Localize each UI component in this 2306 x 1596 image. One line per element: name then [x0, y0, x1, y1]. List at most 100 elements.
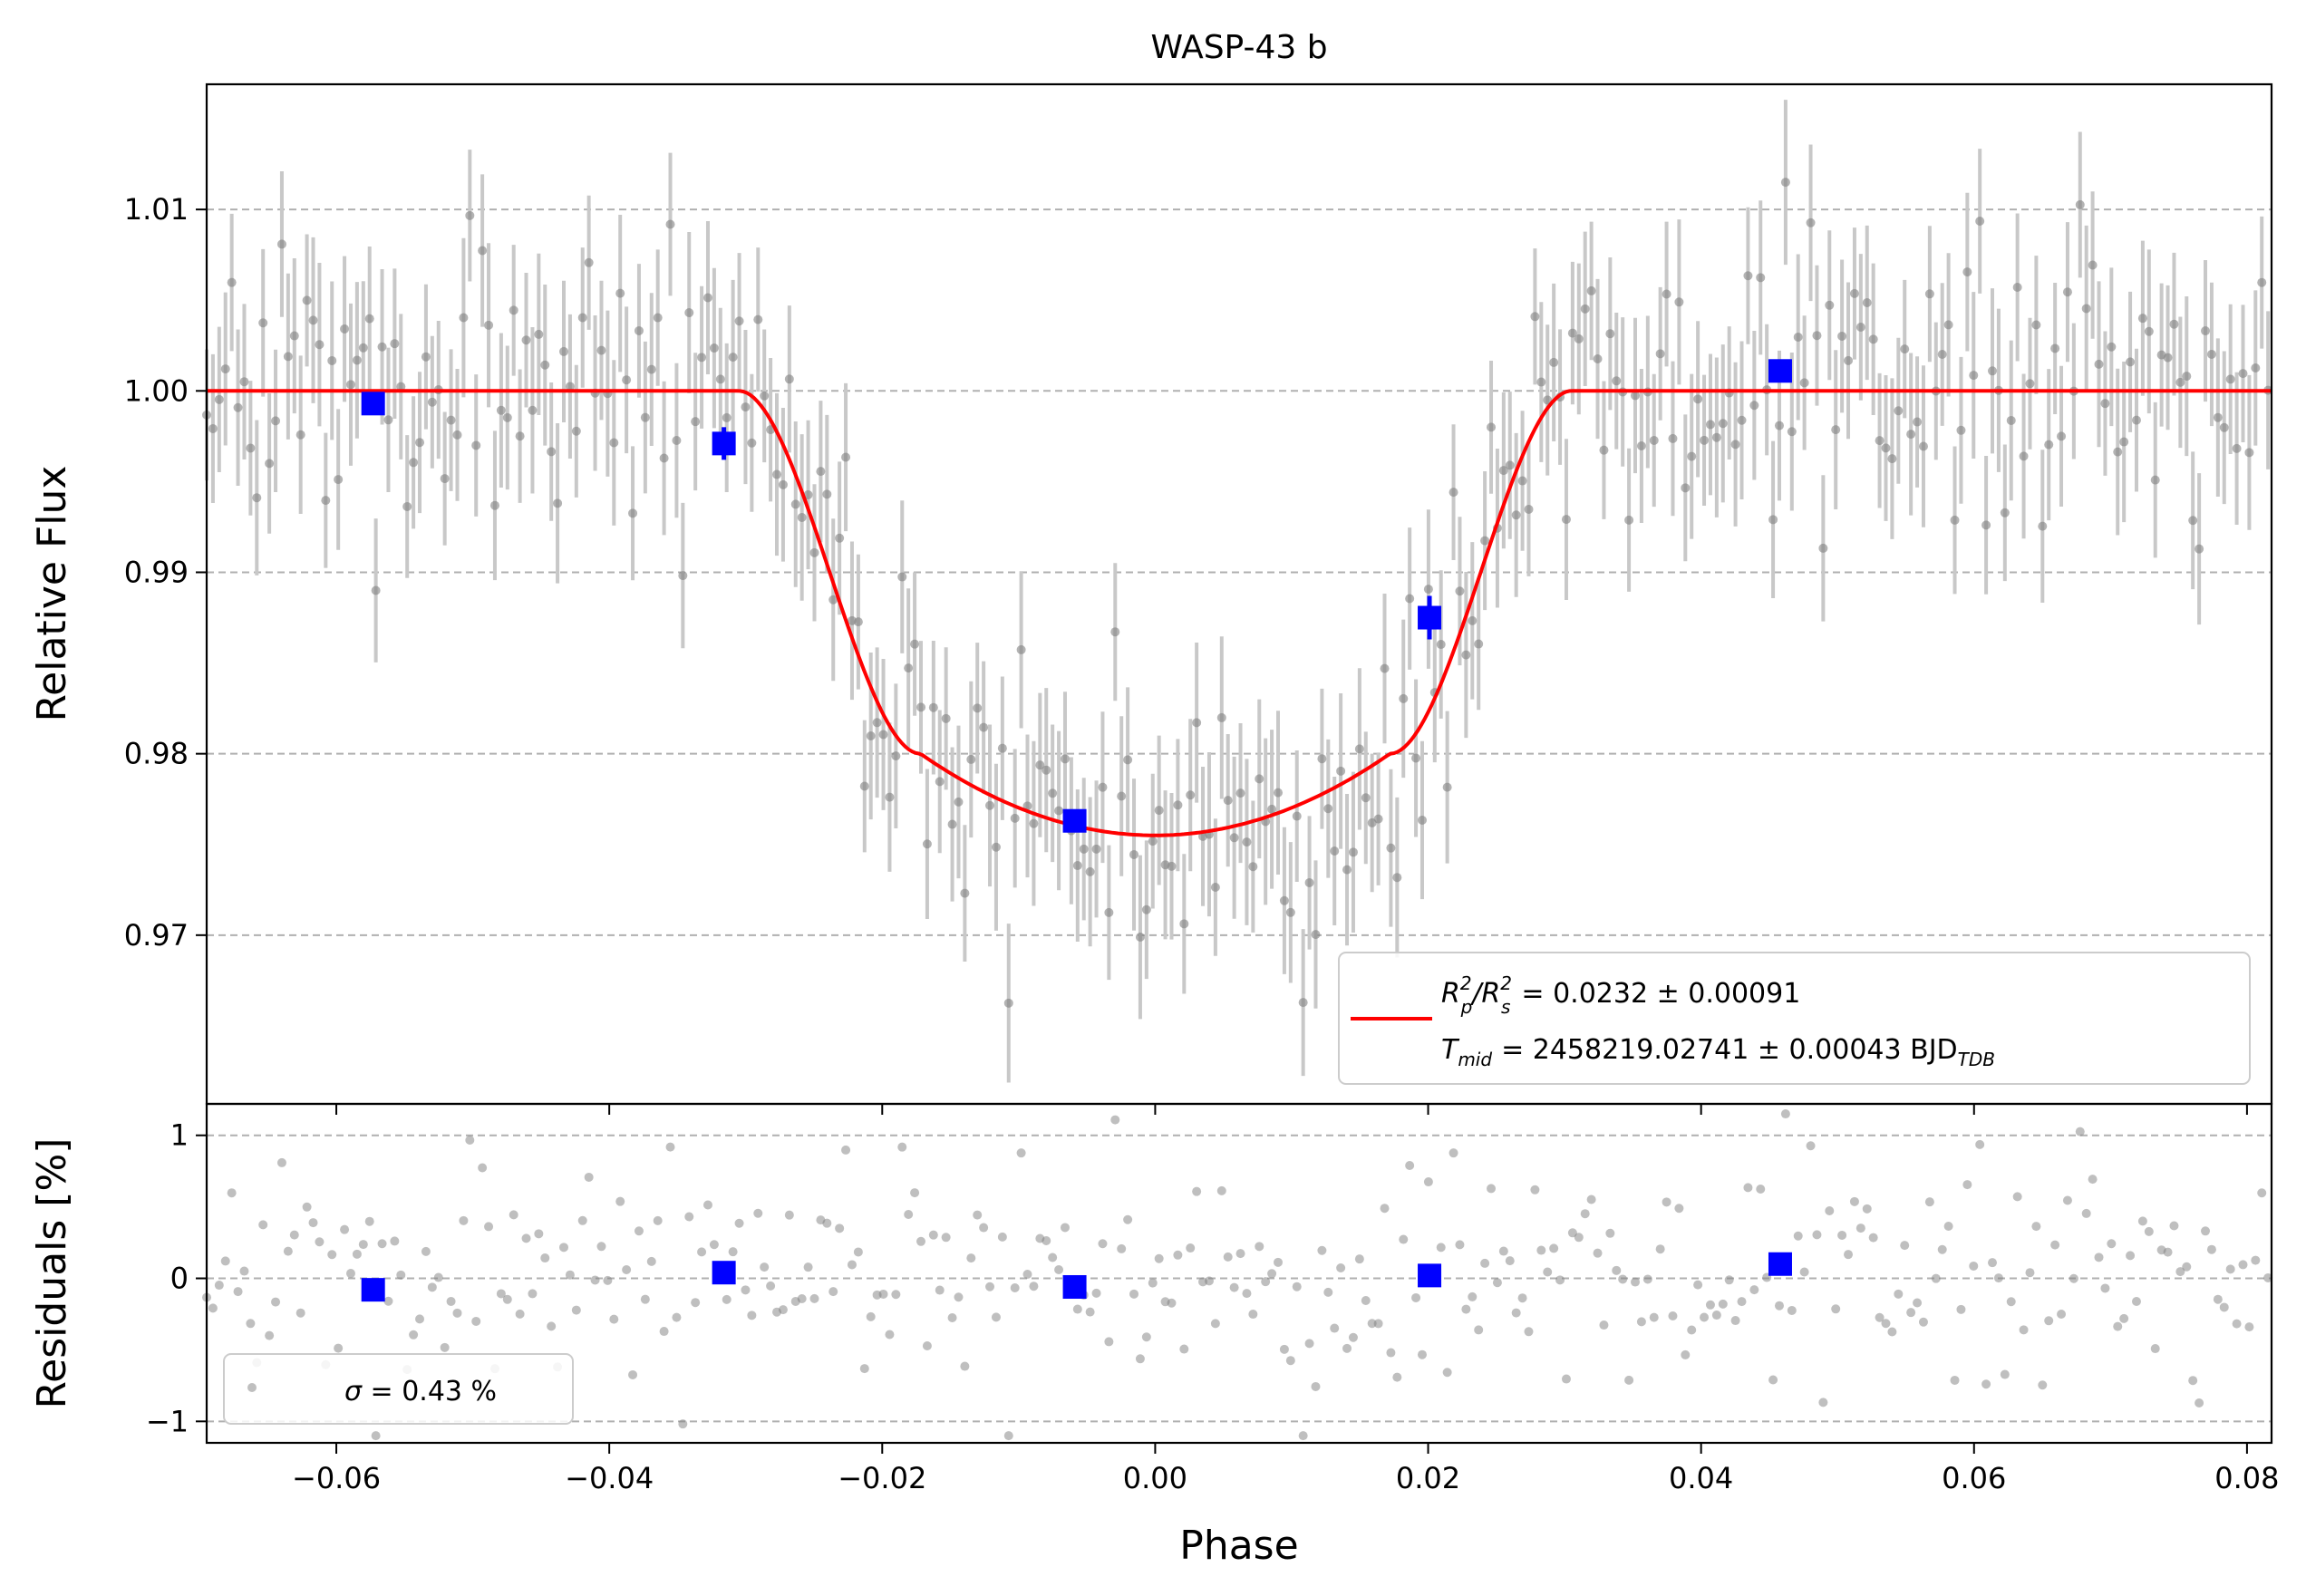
flux-point [1981, 520, 1991, 530]
residual-point [2201, 1226, 2211, 1236]
residual-point [327, 1250, 337, 1260]
flux-point [935, 777, 945, 787]
residual-point [1812, 1230, 1822, 1240]
residual-point [440, 1342, 450, 1352]
flux-point [2182, 372, 2192, 382]
residual-point [2113, 1321, 2123, 1331]
flux-point [1229, 833, 1239, 843]
residual-point [722, 1294, 732, 1304]
residual-binned-point [361, 1278, 385, 1302]
flux-point [345, 380, 355, 390]
flux-point [760, 391, 770, 401]
flux-point [271, 416, 281, 426]
flux-point [584, 257, 594, 267]
flux-point [828, 595, 838, 605]
flux-point [265, 459, 275, 469]
flux-point [691, 417, 701, 427]
residual-point [2195, 1398, 2204, 1407]
residual-point [1110, 1115, 1120, 1125]
residuals-y-tick-label: −1 [146, 1404, 189, 1438]
residual-point [2019, 1325, 2029, 1335]
residual-point [1868, 1233, 1878, 1243]
residual-point [1010, 1283, 1020, 1293]
residual-point [289, 1230, 299, 1240]
flux-point [1117, 791, 1127, 801]
residual-point [371, 1431, 381, 1441]
residual-point [1285, 1356, 1295, 1366]
residual-point [866, 1311, 876, 1321]
residual-point [615, 1196, 625, 1206]
flux-point [1844, 355, 1854, 365]
flux-point [2057, 431, 2067, 441]
flux-point [2213, 412, 2223, 422]
flux-point [1010, 813, 1020, 823]
flux-point [1505, 460, 1515, 470]
residual-point [1022, 1270, 1032, 1280]
flux-point [1900, 344, 1910, 354]
flux-point [1141, 904, 1151, 914]
flux-point [1818, 543, 1828, 553]
flux-point [1348, 847, 1358, 857]
flux-point [358, 343, 368, 353]
flux-point [1612, 376, 1622, 386]
residual-point [1962, 1180, 1972, 1190]
flux-point [628, 508, 638, 518]
flux-point [2201, 326, 2211, 336]
flux-y-tick-label: 1.01 [124, 192, 189, 227]
residual-point [1167, 1298, 1177, 1308]
flux-point [2012, 282, 2022, 292]
flux-point [803, 489, 813, 499]
residual-point [653, 1215, 663, 1225]
flux-point [1524, 504, 1534, 514]
residual-point [1631, 1277, 1641, 1287]
residual-point [1304, 1339, 1314, 1349]
residual-point [571, 1305, 581, 1315]
residual-point [1549, 1243, 1559, 1253]
residual-point [2119, 1313, 2129, 1323]
residual-point [1605, 1228, 1615, 1238]
residual-point [265, 1330, 275, 1340]
flux-point [1342, 865, 1352, 875]
flux-point [1849, 288, 1859, 298]
residual-point [634, 1226, 644, 1236]
residual-point [1737, 1297, 1747, 1307]
flux-point [1825, 300, 1835, 310]
flux-point [1179, 919, 1189, 929]
flux-point [960, 888, 970, 898]
residual-point [947, 1312, 957, 1322]
residual-point [997, 1232, 1007, 1242]
residual-point [985, 1282, 995, 1291]
residual-point [1317, 1245, 1327, 1255]
residual-point [1900, 1241, 1910, 1251]
residual-point [1875, 1312, 1885, 1322]
residual-point [1937, 1244, 1947, 1254]
flux-point [547, 447, 557, 457]
residual-point [1455, 1240, 1465, 1250]
residual-point [1730, 1316, 1740, 1326]
residual-point [2094, 1253, 2104, 1262]
flux-point [276, 239, 286, 249]
flux-point [728, 353, 738, 363]
residual-point [1123, 1214, 1133, 1224]
residuals-y-ticks: −1 0 1 [146, 1118, 207, 1438]
x-tick-label: 0.02 [1396, 1461, 1460, 1495]
residual-point [1330, 1323, 1340, 1333]
flux-point [352, 355, 362, 365]
x-tick-label: −0.04 [565, 1461, 654, 1495]
flux-y-tick-label: 0.97 [124, 918, 189, 953]
residuals-panel: −1 0 1 −0.06 −0.04 −0.02 0.00 0.02 0.04 0.06 0.08… [29, 1102, 2280, 1495]
residual-point [1242, 1289, 1252, 1299]
residual-point [1042, 1236, 1051, 1246]
flux-point [2107, 342, 2117, 352]
flux-point [1855, 322, 1865, 332]
flux-point [1461, 650, 1471, 660]
flux-point [1988, 366, 1998, 376]
flux-point [1380, 663, 1390, 673]
residual-point [340, 1224, 350, 1234]
residual-point [1849, 1196, 1859, 1206]
residual-point [1743, 1183, 1753, 1193]
residual-point [352, 1249, 362, 1259]
residual-point [2088, 1175, 2098, 1185]
flux-point [1605, 329, 1615, 339]
residual-point [584, 1172, 594, 1182]
